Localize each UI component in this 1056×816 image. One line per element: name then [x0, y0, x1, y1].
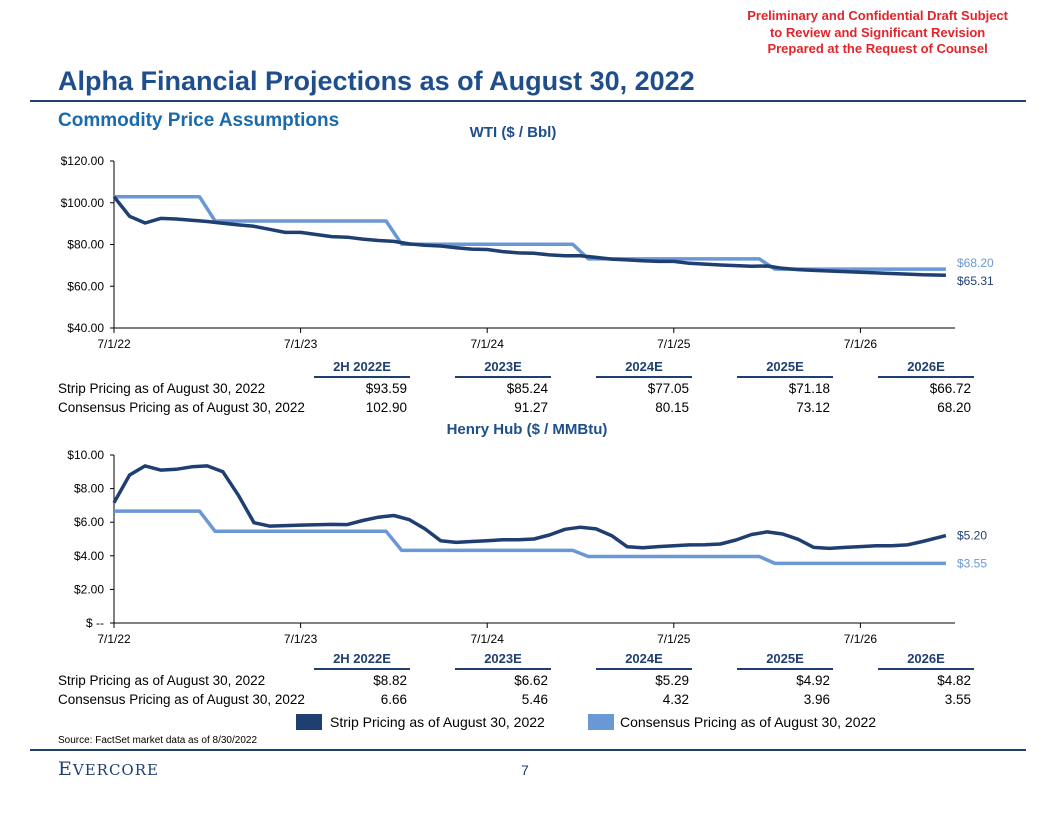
y-tick-label: $120.00 [61, 154, 105, 168]
legend-label-strip: Strip Pricing as of August 30, 2022 [330, 714, 545, 730]
y-tick-label: $60.00 [67, 279, 104, 293]
table-column-header: 2025E [737, 359, 833, 378]
x-tick-label: 7/1/23 [284, 632, 318, 646]
table-cell: 102.90 [365, 400, 407, 415]
x-tick-label: 7/1/25 [657, 632, 691, 646]
table-cell: 6.66 [380, 692, 407, 707]
table-cell: $5.29 [655, 673, 689, 688]
table-column-header: 2024E [596, 359, 692, 378]
wti-chart-title: WTI ($ / Bbl) [469, 124, 557, 141]
x-tick-label: 7/1/23 [284, 337, 318, 351]
evercore-logo: EVERCORE [58, 758, 159, 780]
legend-swatch-strip [296, 714, 322, 730]
legend-swatch-consensus [588, 714, 614, 730]
strip-end-label: $65.31 [957, 274, 994, 288]
y-tick-label: $2.00 [74, 582, 104, 596]
source-note: Source: FactSet market data as of 8/30/2… [58, 735, 258, 746]
y-tick-label: $100.00 [61, 196, 105, 210]
x-tick-label: 7/1/22 [97, 632, 131, 646]
strip-end-label: $5.20 [957, 529, 987, 543]
table-cell: 91.27 [514, 400, 548, 415]
table-cell: 73.12 [796, 400, 830, 415]
table-column-header: 2H 2022E [314, 359, 410, 378]
confidential-line: Prepared at the Request of Counsel [767, 41, 988, 56]
x-tick-label: 7/1/22 [97, 337, 131, 351]
x-tick-label: 7/1/26 [844, 632, 878, 646]
table-cell: 68.20 [937, 400, 971, 415]
table-cell: $66.72 [929, 381, 971, 396]
table-row-label: Strip Pricing as of August 30, 2022 [58, 381, 266, 396]
x-tick-label: 7/1/26 [844, 337, 878, 351]
table-row-label: Consensus Pricing as of August 30, 2022 [58, 692, 305, 707]
x-tick-label: 7/1/24 [471, 337, 505, 351]
table-cell: $93.59 [365, 381, 407, 396]
table-cell: 80.15 [655, 400, 689, 415]
y-tick-label: $ -- [86, 616, 104, 630]
table-column-header: 2023E [455, 359, 551, 378]
table-cell: $4.92 [796, 673, 830, 688]
table-row-label: Strip Pricing as of August 30, 2022 [58, 673, 266, 688]
table-column-header: 2026E [878, 651, 974, 670]
confidential-notice: Preliminary and Confidential Draft Subje… [747, 8, 1008, 58]
table-column-header: 2023E [455, 651, 551, 670]
table-cell: 3.96 [803, 692, 830, 707]
table-cell: $77.05 [647, 381, 689, 396]
table-cell: 5.46 [521, 692, 548, 707]
table-cell: $8.82 [373, 673, 407, 688]
table-row-label: Consensus Pricing as of August 30, 2022 [58, 400, 305, 415]
page-title: Alpha Financial Projections as of August… [58, 66, 695, 96]
table-column-header: 2026E [878, 359, 974, 378]
legend-label-consensus: Consensus Pricing as of August 30, 2022 [620, 714, 877, 730]
y-tick-label: $8.00 [74, 482, 104, 496]
consensus-price-line [114, 509, 946, 566]
y-tick-label: $40.00 [67, 321, 104, 335]
footer-divider [30, 749, 1026, 751]
x-tick-label: 7/1/24 [471, 632, 505, 646]
table-column-header: 2025E [737, 651, 833, 670]
table-cell: 3.55 [944, 692, 971, 707]
table-cell: $85.24 [506, 381, 548, 396]
consensus-end-label: $3.55 [957, 556, 987, 570]
y-tick-label: $6.00 [74, 515, 104, 529]
title-divider [30, 100, 1026, 102]
table-column-header: 2H 2022E [314, 651, 410, 670]
strip-price-line [112, 195, 946, 277]
strip-price-line [112, 464, 947, 551]
y-tick-label: $4.00 [74, 549, 104, 563]
table-cell: $71.18 [788, 381, 830, 396]
confidential-line: to Review and Significant Revision [769, 24, 986, 40]
table-cell: $4.82 [937, 673, 971, 688]
hh-chart-title: Henry Hub ($ / MMBtu) [446, 421, 608, 438]
consensus-price-line [114, 194, 946, 271]
x-tick-label: 7/1/25 [657, 337, 691, 351]
table-column-header: 2024E [596, 651, 692, 670]
page-number: 7 [521, 762, 529, 778]
confidential-line: Preliminary and Confidential Draft Subje… [747, 8, 1008, 23]
consensus-end-label: $68.20 [957, 256, 994, 270]
table-cell: $6.62 [514, 673, 548, 688]
y-tick-label: $10.00 [67, 448, 104, 462]
table-cell: 4.32 [662, 692, 689, 707]
section-subtitle: Commodity Price Assumptions [58, 110, 340, 131]
y-tick-label: $80.00 [67, 238, 104, 252]
